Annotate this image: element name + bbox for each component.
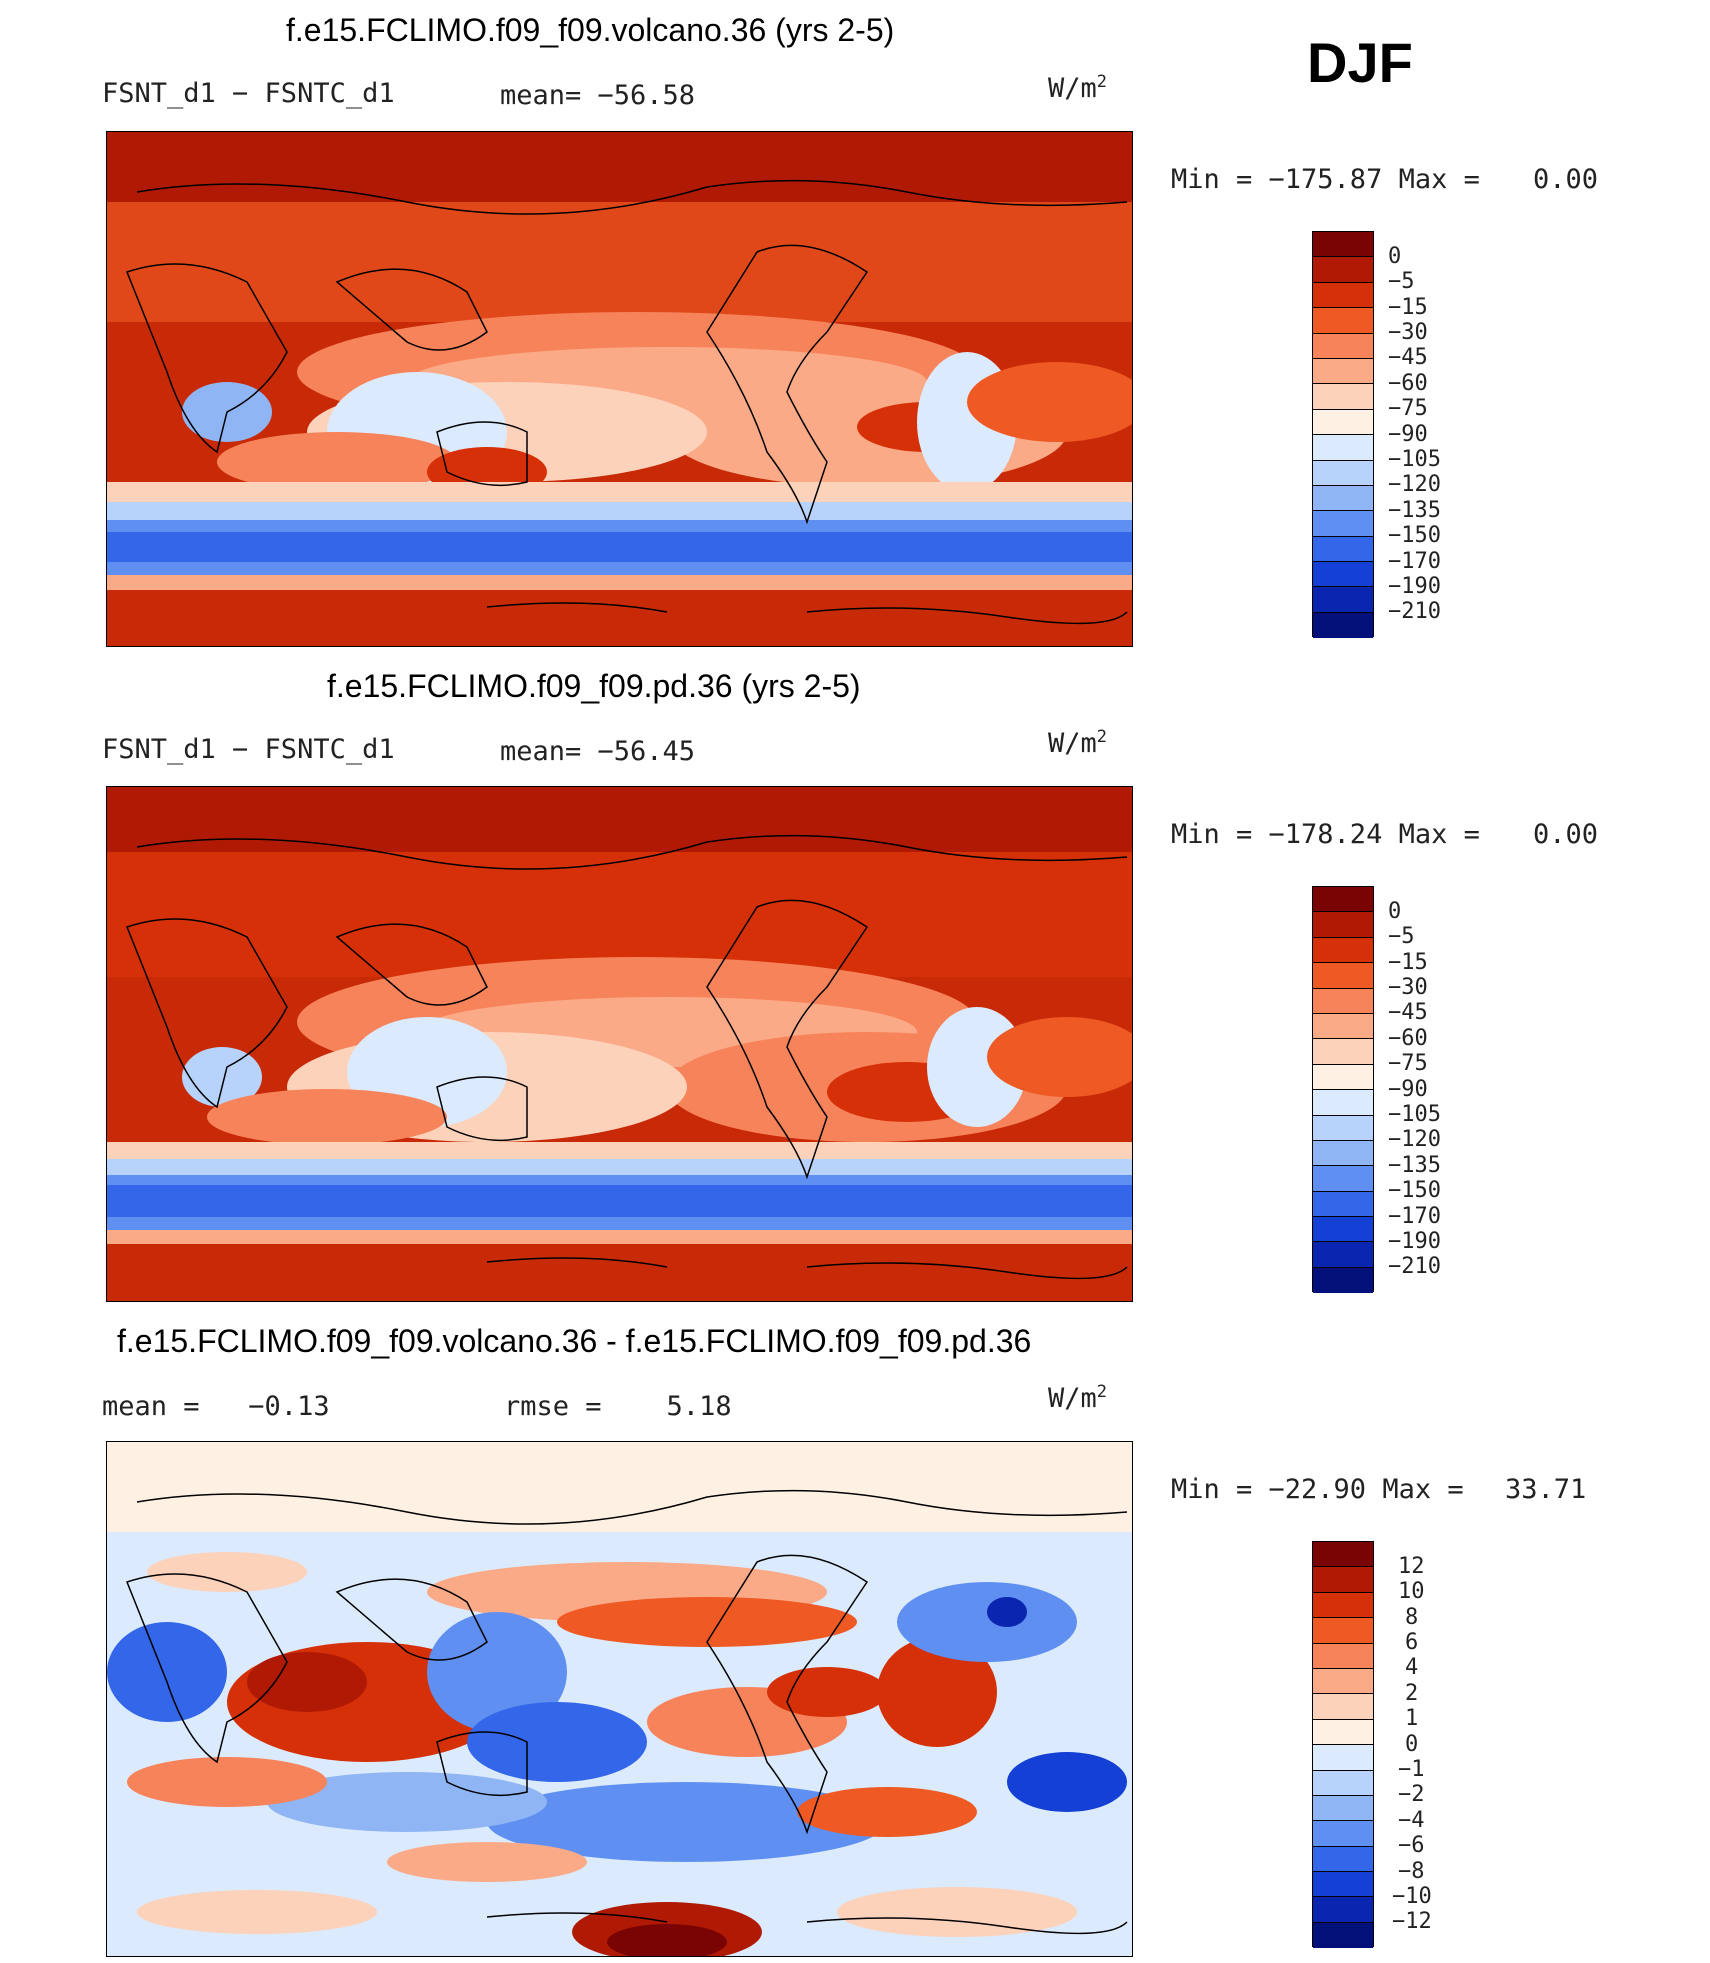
panel-2-title: f.e15.FCLIMO.f09_f09.pd.36 (yrs 2-5) <box>327 668 861 704</box>
panel-1-colorbar-label: −60 <box>1388 371 1428 396</box>
panel-3-colorbar-label: −8 <box>1398 1859 1425 1884</box>
panel-3-colorbar-label: 12 <box>1398 1554 1425 1579</box>
panel-3-map <box>106 1441 1133 1957</box>
panel-3-colorbar-label: 10 <box>1398 1579 1425 1604</box>
panel-3-colorbar-label: 8 <box>1405 1605 1419 1630</box>
panel-1-units: W/m2 <box>1048 72 1108 104</box>
panel-1-colorbar-label: 0 <box>1388 244 1402 269</box>
panel-2-colorbar-label: −15 <box>1388 950 1428 975</box>
panel-2-max-value: 0.00 <box>1533 819 1599 850</box>
panel-2-colorbar-label: −105 <box>1388 1102 1441 1127</box>
panel-3-colorbar-label: −1 <box>1398 1757 1425 1782</box>
panel-2-colorbar-label: −190 <box>1388 1229 1441 1254</box>
panel-1-mean-label: mean= −56.58 <box>500 80 696 111</box>
panel-2-colorbar <box>1312 886 1374 1294</box>
panel-3-minmax: Min = −22.90 Max = <box>1171 1474 1464 1505</box>
panel-1-variable-label: FSNT_d1 − FSNTC_d1 <box>102 78 395 109</box>
panel-2-colorbar-label: −90 <box>1388 1077 1428 1102</box>
panel-2-colorbar-label: −5 <box>1388 924 1415 949</box>
panel-3-rmse-label: rmse = 5.18 <box>504 1391 732 1422</box>
panel-1-colorbar-label: −170 <box>1388 549 1441 574</box>
panel-2-colorbar-label: −60 <box>1388 1026 1428 1051</box>
panel-1-colorbar-label: −190 <box>1388 574 1441 599</box>
panel-1-colorbar-label: −45 <box>1388 345 1428 370</box>
panel-3-max-value: 33.71 <box>1505 1474 1587 1505</box>
panel-3-colorbar-label: −2 <box>1398 1782 1425 1807</box>
panel-1-colorbar <box>1312 231 1374 639</box>
panel-3-colorbar-label: −10 <box>1392 1884 1432 1909</box>
panel-3-map-field <box>107 1442 1132 1956</box>
panel-2-colorbar-label: −120 <box>1388 1127 1441 1152</box>
panel-1-colorbar-label: −105 <box>1388 447 1441 472</box>
panel-2-map <box>106 786 1133 1302</box>
panel-1-max-value: 0.00 <box>1533 164 1599 195</box>
panel-1-colorbar-label: −120 <box>1388 472 1441 497</box>
panel-3-mean-label: mean = −0.13 <box>102 1391 330 1422</box>
panel-2-colorbar-label: −45 <box>1388 1000 1428 1025</box>
panel-2-minmax: Min = −178.24 Max = <box>1171 819 1480 850</box>
panel-1-colorbar-label: −150 <box>1388 523 1441 548</box>
panel-3-units: W/m2 <box>1048 1382 1108 1414</box>
panel-2-colorbar-label: −210 <box>1388 1254 1441 1279</box>
panel-1-minmax: Min = −175.87 Max = <box>1171 164 1480 195</box>
panel-3-colorbar-label: 4 <box>1405 1655 1419 1680</box>
panel-1-colorbar-label: −135 <box>1388 498 1441 523</box>
panel-1-colorbar-label: −30 <box>1388 320 1428 345</box>
panel-3-colorbar-label: 2 <box>1405 1681 1419 1706</box>
panel-2-variable-label: FSNT_d1 − FSNTC_d1 <box>102 734 395 765</box>
panel-3-colorbar <box>1312 1541 1374 1949</box>
panel-1-title: f.e15.FCLIMO.f09_f09.volcano.36 (yrs 2-5… <box>286 12 895 48</box>
panel-2-colorbar-label: −135 <box>1388 1153 1441 1178</box>
panel-1-colorbar-label: −210 <box>1388 599 1441 624</box>
panel-3-colorbar-label: −4 <box>1398 1808 1425 1833</box>
panel-1-map <box>106 131 1133 647</box>
panel-1-colorbar-label: −75 <box>1388 396 1428 421</box>
panel-2-mean-label: mean= −56.45 <box>500 736 696 767</box>
panel-2-colorbar-label: −75 <box>1388 1051 1428 1076</box>
panel-2-colorbar-label: −170 <box>1388 1204 1441 1229</box>
panel-1-map-field <box>107 132 1132 646</box>
season-label: DJF <box>1307 31 1413 94</box>
panel-1-colorbar-label: −90 <box>1388 422 1428 447</box>
panel-3-colorbar-label: 0 <box>1405 1732 1419 1757</box>
panel-3-colorbar-label: −12 <box>1392 1909 1432 1934</box>
panel-2-map-field <box>107 787 1132 1301</box>
panel-3-colorbar-label: 1 <box>1405 1706 1419 1731</box>
panel-3-title: f.e15.FCLIMO.f09_f09.volcano.36 - f.e15.… <box>117 1323 1032 1359</box>
panel-2-colorbar-label: −30 <box>1388 975 1428 1000</box>
panel-2-colorbar-label: −150 <box>1388 1178 1441 1203</box>
panel-1-colorbar-label: −5 <box>1388 269 1415 294</box>
panel-3-colorbar-label: 6 <box>1405 1630 1419 1655</box>
panel-3-colorbar-label: −6 <box>1398 1833 1425 1858</box>
panel-1-colorbar-label: −15 <box>1388 295 1428 320</box>
panel-2-units: W/m2 <box>1048 727 1108 759</box>
panel-2-colorbar-label: 0 <box>1388 899 1402 924</box>
